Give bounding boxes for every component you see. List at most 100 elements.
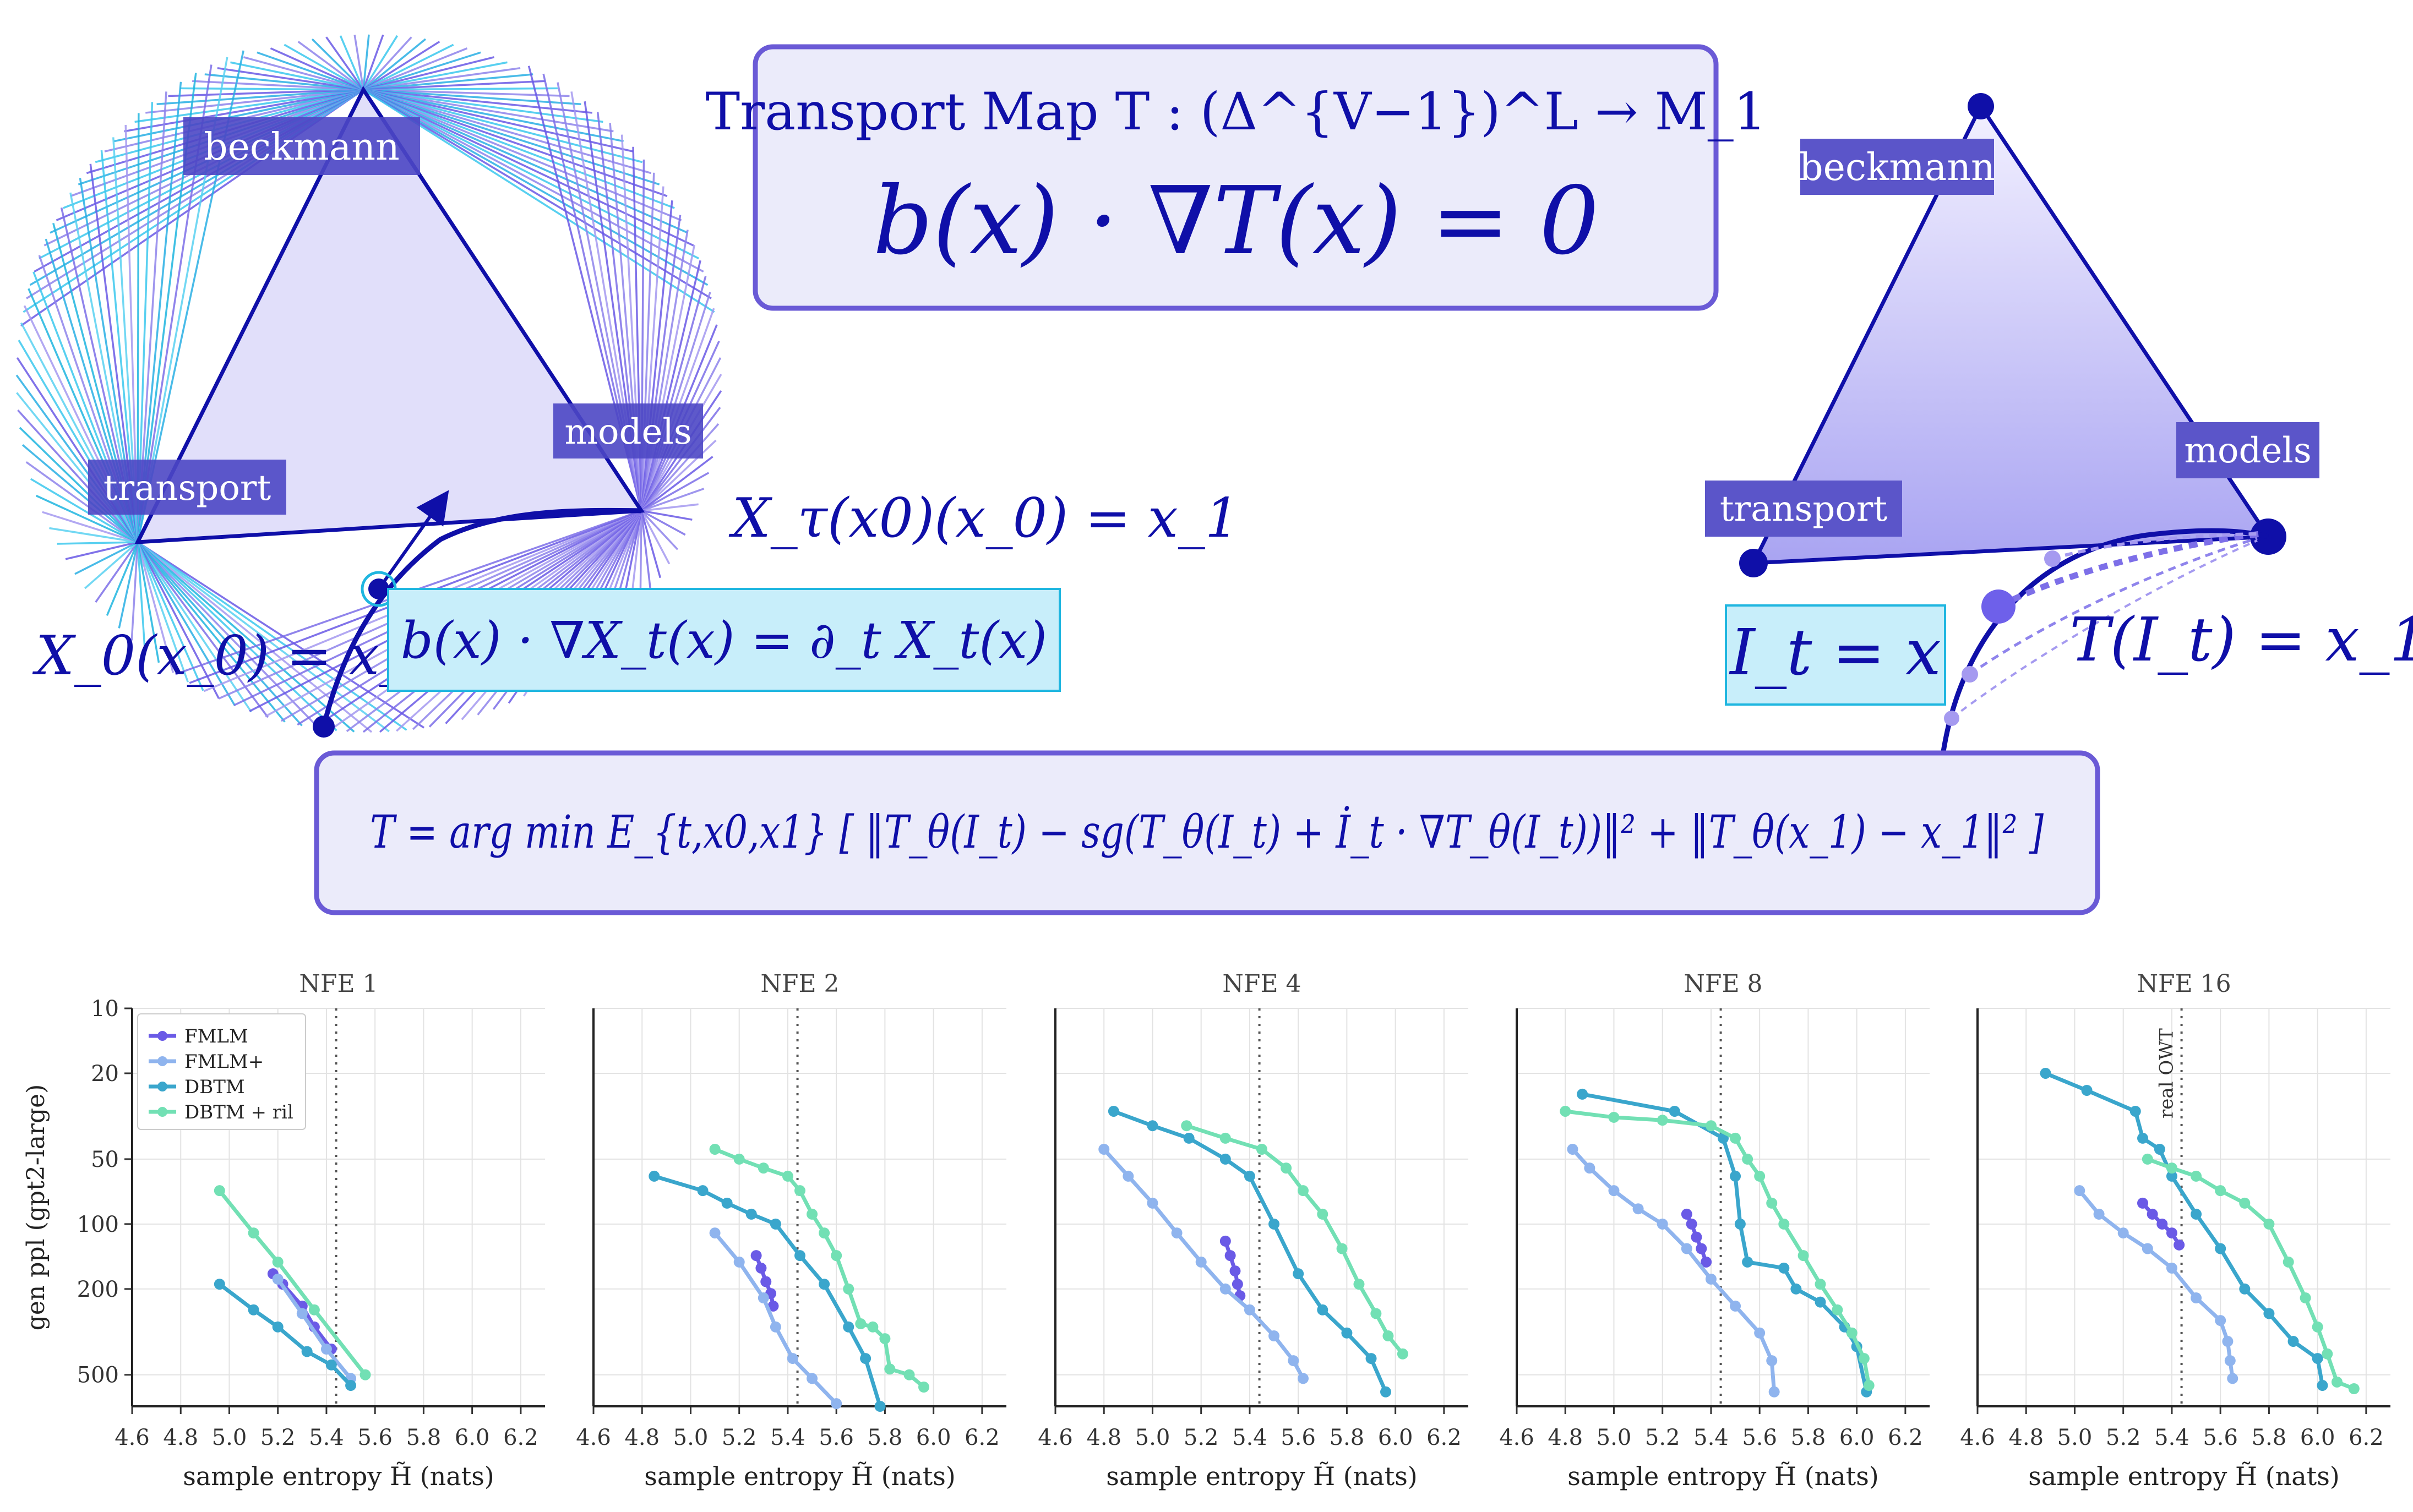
- end-label: X_τ(x0)(x_0) = x_1: [728, 487, 1239, 550]
- streamline-38: [362, 36, 412, 91]
- right-vertex-top: [1968, 93, 1994, 119]
- streamline-101: [21, 444, 139, 543]
- streamline-52: [363, 89, 592, 114]
- series-line-dbtm-ril: [714, 1147, 925, 1389]
- map-label: T(I_t) = x_1: [2070, 604, 2413, 675]
- data-point: [1370, 1308, 1382, 1319]
- data-point: [819, 1279, 830, 1290]
- data-point: [1754, 1327, 1766, 1339]
- x-tick-label: 4.8: [163, 1425, 198, 1450]
- chart-title: NFE 1: [299, 970, 378, 998]
- y-tick-label: 100: [77, 1212, 119, 1237]
- data-point: [2166, 1262, 2177, 1274]
- data-point: [2283, 1256, 2294, 1268]
- streamline-91: [95, 541, 139, 603]
- header-box-frame: [753, 44, 1719, 311]
- streamline-64: [363, 89, 694, 247]
- data-point: [1123, 1170, 1134, 1182]
- streamline-48: [363, 80, 546, 91]
- data-point: [770, 1321, 781, 1333]
- streamline-50: [363, 89, 570, 97]
- series-line-dbtm-ril: [1565, 1109, 1871, 1386]
- streamline-102: [19, 427, 139, 543]
- data-point: [1353, 1279, 1365, 1290]
- series-line-fmlm-: [1571, 1148, 1777, 1393]
- streamline-49: [363, 87, 558, 91]
- legend-marker: [157, 1031, 167, 1041]
- streamline-46: [363, 67, 521, 91]
- right-vertex-label-left: transport: [1720, 489, 1888, 530]
- x-tick-label: 5.2: [1645, 1425, 1680, 1450]
- streamline-69: [363, 89, 715, 313]
- data-point: [879, 1333, 891, 1345]
- streamline-161: [641, 503, 699, 512]
- chart-panels: 4.6 4.8 5.0 5.2 5.4 5.6 5.8 6.0 6.2 10 20 50 100 200 5…: [22, 970, 2390, 1491]
- data-point: [1298, 1373, 1309, 1384]
- streamline-39: [362, 38, 427, 91]
- left-vertex-label-right: models: [564, 412, 691, 452]
- x-tick-label: 5.8: [2252, 1425, 2287, 1450]
- data-point: [320, 1344, 332, 1355]
- left-vertex-label-top: beckmann: [204, 125, 400, 169]
- data-point: [2137, 1132, 2148, 1144]
- data-point: [1281, 1162, 1292, 1174]
- legend: FMLM FMLM+ DBTM DBTM + ril: [137, 1013, 306, 1130]
- data-point: [1705, 1120, 1717, 1132]
- data-point: [2215, 1315, 2226, 1327]
- state-box: [1725, 604, 1946, 706]
- streamline-19: [156, 89, 364, 106]
- x-tick-label: 5.6: [1281, 1425, 1316, 1450]
- x-tick-label: 5.4: [309, 1425, 344, 1450]
- chart-title: NFE 2: [760, 970, 839, 998]
- x-tick-label: 6.2: [2349, 1425, 2384, 1450]
- data-point: [843, 1321, 854, 1333]
- data-point: [782, 1170, 793, 1182]
- streamline-25: [230, 61, 364, 91]
- legend-label: DBTM: [184, 1076, 245, 1098]
- data-point: [2215, 1243, 2226, 1254]
- data-point: [1317, 1304, 1328, 1316]
- data-point: [1219, 1132, 1231, 1144]
- x-axis-label: sample entropy H̃ (nats): [1567, 1461, 1879, 1491]
- header-line2: b(x) · ∇T(x) = 0: [873, 167, 1599, 276]
- streamline-21: [180, 87, 364, 91]
- streamline-32: [325, 36, 364, 91]
- data-point: [794, 1250, 805, 1262]
- x-tick-label: 6.2: [965, 1425, 1000, 1450]
- data-point: [2317, 1380, 2328, 1391]
- streamline-40: [363, 41, 440, 91]
- legend-label: DBTM + ril: [184, 1101, 293, 1123]
- streamline-33: [339, 35, 364, 90]
- data-point: [1766, 1197, 1778, 1209]
- streamline-68: [363, 89, 712, 299]
- x-tick-label: 4.6: [1038, 1425, 1073, 1450]
- streamline-76: [137, 541, 320, 729]
- data-point: [2166, 1170, 2177, 1182]
- x-tick-label: 5.2: [2106, 1425, 2141, 1450]
- streamline-57: [363, 89, 643, 163]
- streamline-59: [363, 89, 660, 185]
- data-point: [860, 1353, 871, 1364]
- objective-box: T = arg min E_{t,x0,x1} [ ‖T_θ(I_t) − sg…: [314, 750, 2100, 915]
- chart-title: NFE 8: [1684, 970, 1762, 998]
- data-point: [1691, 1231, 1702, 1243]
- x-tick-label: 4.6: [1499, 1425, 1534, 1450]
- data-point: [2227, 1373, 2238, 1384]
- series-line-fmlm-: [713, 1231, 838, 1405]
- series-line-fmlm-: [2078, 1189, 2235, 1379]
- data-point: [807, 1373, 818, 1384]
- data-point: [248, 1227, 259, 1239]
- streamline-18: [145, 89, 364, 114]
- data-point: [1229, 1265, 1241, 1277]
- data-point: [767, 1300, 779, 1312]
- data-point: [1098, 1143, 1110, 1155]
- data-point: [1696, 1243, 1707, 1254]
- data-point: [296, 1308, 308, 1319]
- data-point: [807, 1208, 818, 1220]
- streamline-35: [362, 34, 370, 90]
- streamline-24: [217, 67, 364, 91]
- x-tick-label: 5.0: [212, 1425, 247, 1450]
- header-box: Transport Map T : (Δ^{V−1})^L → M_1 b(x)…: [705, 44, 1767, 311]
- data-point: [2081, 1084, 2093, 1096]
